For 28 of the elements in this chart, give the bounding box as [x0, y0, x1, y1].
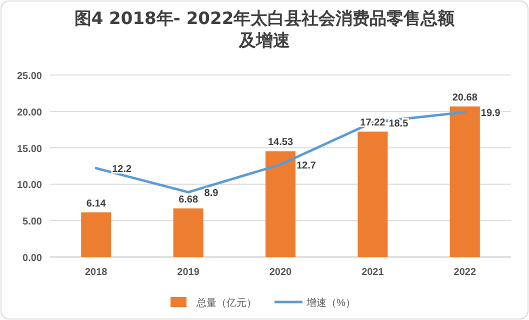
bar [173, 208, 204, 257]
legend-label: 总量（亿元） [196, 297, 256, 309]
data-label: 8.9 [204, 188, 219, 200]
data-label: 12.2 [112, 164, 132, 176]
bar [81, 212, 112, 257]
x-tick-label: 2020 [269, 267, 292, 278]
chart-title: 图4 2018年- 2022年太白县社会消费品零售总额及增速 [74, 9, 456, 51]
data-label: 20.68 [452, 92, 478, 104]
y-tick-label: 5.00 [22, 216, 42, 228]
x-tick-label: 2019 [177, 267, 200, 278]
y-tick-label: 15.00 [16, 144, 42, 155]
bar [358, 132, 388, 257]
x-tick-label: 2022 [454, 267, 476, 278]
legend-label: 增速（%） [306, 297, 356, 309]
data-label: 6.14 [86, 198, 106, 210]
data-label: 6.68 [178, 194, 198, 206]
y-tick-label: 10.00 [16, 180, 42, 192]
data-label: 14.53 [268, 137, 294, 148]
data-label: 18.5 [388, 118, 409, 130]
data-label: 19.9 [480, 108, 501, 120]
data-label: 12.7 [296, 160, 316, 172]
y-tick-label: 20.00 [16, 107, 42, 118]
x-tick-label: 2021 [362, 267, 384, 278]
y-tick-label: 25.00 [16, 71, 42, 82]
y-tick-label: 0.00 [22, 253, 42, 264]
bar [450, 106, 480, 257]
bar [266, 151, 296, 257]
x-tick-label: 2018 [84, 267, 108, 278]
